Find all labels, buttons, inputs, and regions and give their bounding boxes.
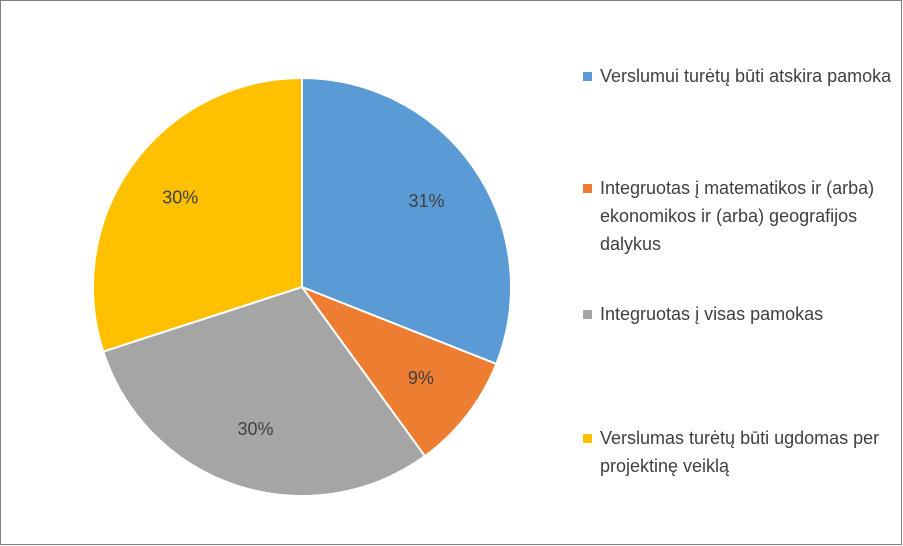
legend-label: Integruotas į matematikos ir (arba) ekon… [600, 178, 875, 254]
legend-swatch [583, 310, 592, 319]
legend-item: Verslumas turėtų būti ugdomas per projek… [583, 424, 895, 480]
legend-item: Verslumui turėtų būti atskira pamoka [583, 62, 895, 90]
legend-label: Verslumas turėtų būti ugdomas per projek… [600, 428, 880, 476]
legend-label: Verslumui turėtų būti atskira pamoka [600, 66, 892, 86]
data-label: 31% [408, 191, 444, 211]
pie-slice [101, 285, 427, 498]
pie-slice [301, 76, 512, 366]
legend-swatch [583, 72, 592, 81]
legend-item: Integruotas į visas pamokas [583, 300, 895, 328]
legend-swatch [583, 434, 592, 443]
legend-label: Integruotas į visas pamokas [600, 304, 824, 324]
legend-swatch [583, 184, 592, 193]
pie-slice [299, 284, 498, 458]
data-label: 30% [237, 419, 273, 439]
data-label: 30% [162, 187, 198, 207]
legend-item: Integruotas į matematikos ir (arba) ekon… [583, 174, 895, 258]
pie-slice [92, 76, 303, 353]
data-label: 9% [408, 368, 434, 388]
